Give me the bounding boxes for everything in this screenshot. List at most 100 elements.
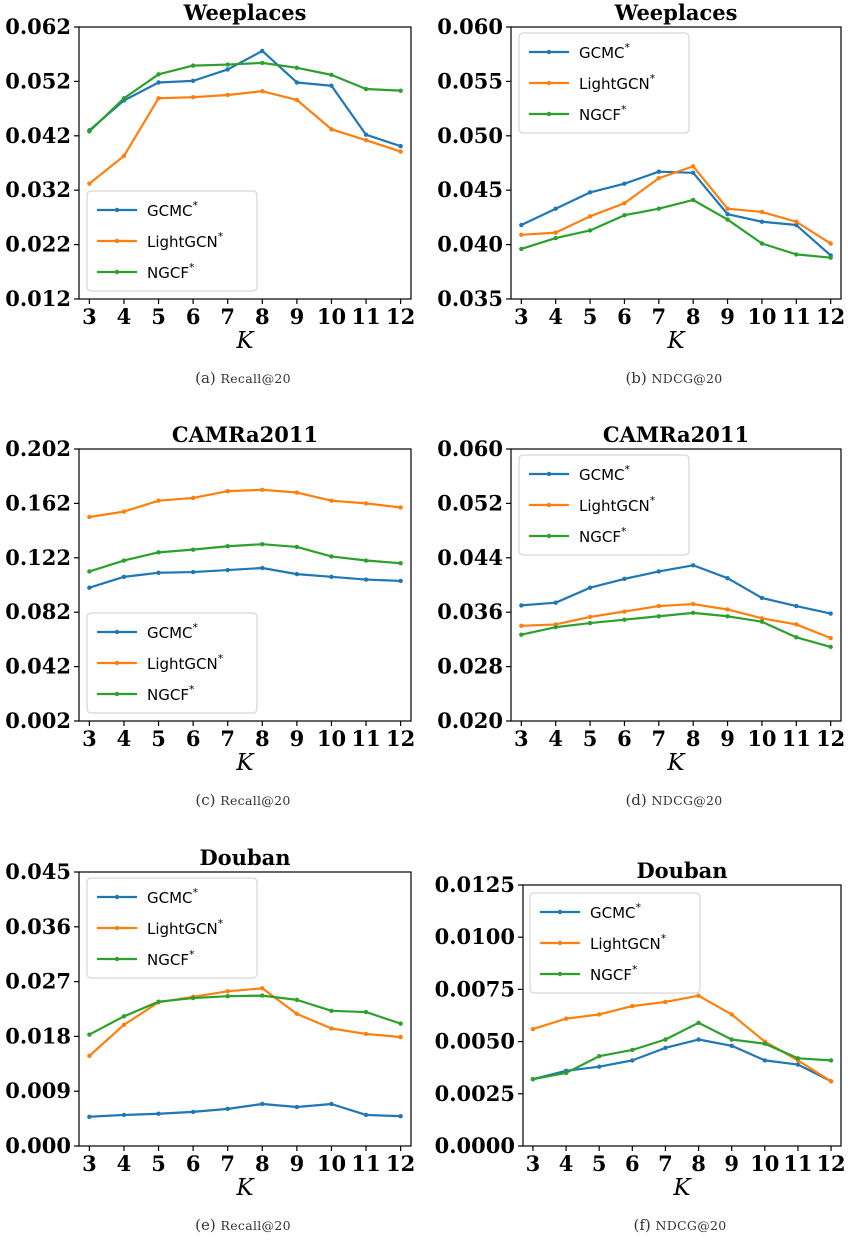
- x-tick-label: 6: [186, 1151, 201, 1176]
- series-line-gcmc: [520, 170, 832, 257]
- x-tick-label: 9: [290, 1151, 305, 1176]
- data-point: [587, 228, 593, 233]
- legend-box: [86, 190, 258, 292]
- series-line-ngcf: [88, 61, 401, 133]
- chart-title: CAMRa2011: [172, 422, 318, 447]
- data-point: [329, 1008, 334, 1014]
- y-tick-label: 0.0000: [435, 1133, 515, 1158]
- x-tick-label: 12: [386, 304, 415, 329]
- y-tick-label: 0.000: [5, 1133, 71, 1158]
- data-point: [530, 1076, 536, 1082]
- data-point: [87, 1032, 92, 1037]
- data-point: [260, 1101, 265, 1107]
- data-point: [828, 635, 833, 641]
- series-line-lightgcn: [88, 90, 401, 185]
- series-line-gcmc: [89, 566, 401, 589]
- data-point: [828, 611, 833, 616]
- series-line-lightgcn: [89, 488, 401, 519]
- y-tick-label: 0.002: [5, 708, 71, 733]
- data-point: [398, 1034, 403, 1040]
- data-point: [729, 1037, 734, 1042]
- legend-box: [518, 454, 690, 556]
- series-line-gcmc: [89, 1102, 401, 1118]
- data-point: [225, 567, 230, 573]
- chart-panel-1: Weeplaces 0.035 0.040 0.045 0.050 0.055 0.060 3…: [437, 0, 845, 387]
- y-tick-label: 0.122: [5, 545, 71, 570]
- data-point: [190, 94, 196, 100]
- data-point: [294, 97, 300, 103]
- x-tick-label: 5: [592, 1151, 607, 1176]
- y-tick-label: 0.062: [5, 14, 71, 39]
- x-tick-label: 11: [782, 304, 811, 329]
- plot-frame: [522, 884, 842, 1147]
- y-tick-label: 0.0100: [435, 924, 515, 949]
- data-point: [794, 222, 799, 228]
- data-point: [225, 989, 230, 994]
- x-tick-label: 7: [652, 304, 667, 329]
- data-point: [690, 610, 696, 616]
- x-tick-label: 8: [691, 1151, 706, 1176]
- legend-box: [86, 612, 258, 714]
- data-point: [190, 995, 196, 1001]
- data-point: [294, 80, 300, 85]
- data-point: [759, 619, 765, 624]
- data-point: [121, 509, 127, 514]
- subfigure-caption: (d) NDCG@20: [625, 791, 722, 809]
- chart-panel-2: CAMRa2011 0.002 0.042 0.082 0.122 0.162 0.202 3…: [5, 422, 415, 809]
- data-point: [725, 614, 730, 619]
- data-point: [696, 1020, 701, 1026]
- data-point: [656, 206, 662, 211]
- data-point: [794, 252, 799, 257]
- data-point: [690, 601, 696, 607]
- legend-marker: [114, 629, 120, 635]
- data-point: [260, 48, 265, 54]
- data-point: [519, 222, 524, 228]
- y-tick-label: 0.044: [437, 545, 503, 570]
- data-point: [828, 1058, 834, 1063]
- plot-frame: [510, 448, 842, 722]
- data-point: [563, 1070, 569, 1076]
- x-axis-label: K: [235, 750, 255, 776]
- y-tick-label: 0.036: [5, 914, 71, 939]
- data-point: [329, 72, 334, 78]
- data-point: [690, 170, 696, 175]
- y-tick-label: 0.020: [437, 708, 503, 733]
- data-point: [795, 1056, 801, 1061]
- legend-box: [518, 32, 690, 134]
- data-point: [729, 1012, 734, 1017]
- data-point: [553, 235, 558, 241]
- x-tick-label: 10: [747, 726, 776, 751]
- data-point: [260, 542, 265, 547]
- legend-entry: GCMC*: [147, 199, 199, 220]
- data-point: [794, 622, 799, 627]
- data-point: [156, 1111, 161, 1116]
- data-point: [225, 994, 230, 999]
- x-tick-label: 12: [386, 726, 415, 751]
- data-point: [656, 614, 662, 619]
- y-tick-label: 0.028: [437, 654, 503, 679]
- legend-marker: [546, 533, 552, 539]
- x-tick-label: 6: [625, 1151, 640, 1176]
- x-tick-label: 10: [317, 304, 346, 329]
- data-point: [519, 632, 524, 637]
- x-tick-label: 6: [186, 304, 201, 329]
- data-point: [828, 255, 833, 260]
- data-point: [398, 149, 403, 154]
- y-tick-label: 0.012: [5, 286, 71, 311]
- data-point: [759, 209, 765, 215]
- y-tick-label: 0.052: [5, 68, 71, 93]
- legend-entry: LightGCN*: [579, 494, 656, 515]
- x-tick-label: 11: [782, 726, 811, 751]
- data-point: [225, 92, 230, 98]
- x-tick-label: 9: [290, 304, 305, 329]
- x-tick-label: 3: [82, 304, 97, 329]
- data-point: [121, 558, 127, 563]
- y-tick-label: 0.050: [437, 123, 503, 148]
- data-point: [563, 1016, 569, 1021]
- x-tick-label: 4: [117, 304, 132, 329]
- chart-title: Douban: [636, 858, 727, 883]
- data-point: [398, 143, 403, 149]
- chart-title: Weeplaces: [614, 0, 738, 25]
- data-point: [630, 1047, 635, 1053]
- data-point: [587, 190, 593, 195]
